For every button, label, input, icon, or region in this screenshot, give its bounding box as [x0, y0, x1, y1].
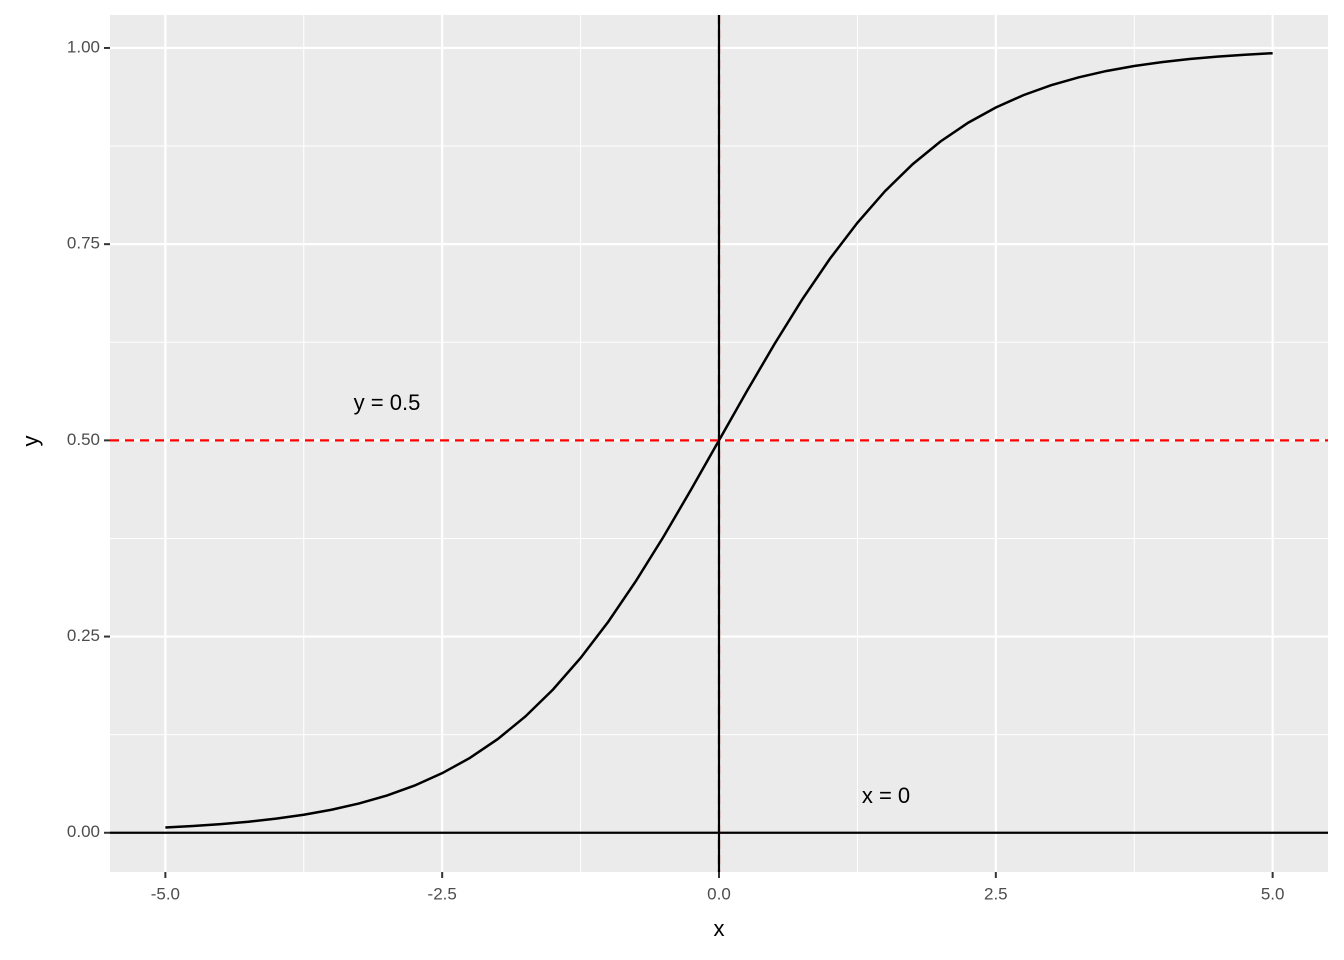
y-tick-label: 0.50 — [67, 430, 100, 449]
x-tick-label: 0.0 — [707, 884, 731, 903]
x-axis-title: x — [714, 916, 725, 941]
x-tick-label: -2.5 — [428, 884, 457, 903]
y-tick-label: 0.00 — [67, 822, 100, 841]
annotation: y = 0.5 — [354, 390, 421, 415]
y-tick-label: 1.00 — [67, 37, 100, 56]
x-tick-label: 2.5 — [984, 884, 1008, 903]
y-axis-title: y — [18, 436, 43, 447]
x-tick-label: 5.0 — [1261, 884, 1285, 903]
y-tick-label: 0.25 — [67, 626, 100, 645]
y-tick-label: 0.75 — [67, 234, 100, 253]
annotation: x = 0 — [862, 783, 910, 808]
x-tick-label: -5.0 — [151, 884, 180, 903]
